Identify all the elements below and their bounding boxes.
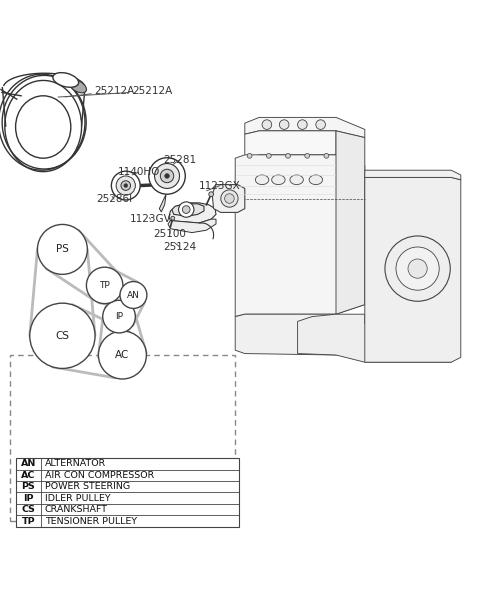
Ellipse shape: [272, 175, 285, 185]
Circle shape: [149, 158, 185, 194]
Polygon shape: [168, 219, 216, 232]
Text: 1140HO: 1140HO: [118, 167, 160, 177]
Text: IDLER PULLEY: IDLER PULLEY: [45, 494, 110, 503]
Circle shape: [165, 173, 169, 178]
Ellipse shape: [53, 73, 79, 87]
Text: AN: AN: [127, 290, 140, 300]
Ellipse shape: [69, 80, 86, 93]
Circle shape: [30, 303, 95, 368]
Circle shape: [160, 169, 174, 183]
Text: TP: TP: [99, 281, 110, 290]
Text: CS: CS: [22, 505, 35, 514]
Circle shape: [121, 181, 131, 191]
Text: CS: CS: [55, 331, 70, 341]
Circle shape: [182, 206, 190, 214]
Text: TENSIONER PULLEY: TENSIONER PULLEY: [45, 516, 137, 526]
Polygon shape: [336, 131, 365, 314]
Ellipse shape: [290, 175, 303, 185]
Text: ALTERNATOR: ALTERNATOR: [45, 460, 106, 468]
Circle shape: [266, 153, 271, 158]
Circle shape: [385, 236, 450, 301]
Text: 25281: 25281: [163, 155, 196, 165]
Circle shape: [225, 194, 234, 204]
Circle shape: [116, 176, 135, 195]
Polygon shape: [365, 170, 461, 180]
Circle shape: [286, 153, 290, 158]
Circle shape: [155, 163, 180, 188]
Text: AC: AC: [115, 350, 130, 360]
Text: TP: TP: [22, 516, 35, 526]
Polygon shape: [298, 314, 451, 362]
Text: 25212A: 25212A: [58, 86, 172, 97]
Polygon shape: [365, 178, 461, 362]
Text: AN: AN: [21, 460, 36, 468]
Text: IP: IP: [115, 312, 123, 321]
Text: 25124: 25124: [163, 242, 196, 252]
Circle shape: [209, 192, 214, 196]
Ellipse shape: [255, 175, 269, 185]
Ellipse shape: [2, 76, 86, 169]
Text: 25212A: 25212A: [65, 86, 134, 97]
Circle shape: [305, 153, 310, 158]
Circle shape: [221, 190, 238, 207]
Polygon shape: [235, 155, 365, 317]
Circle shape: [396, 247, 439, 290]
Text: AIR CON COMPRESSOR: AIR CON COMPRESSOR: [45, 471, 154, 480]
Circle shape: [179, 202, 194, 217]
Text: 25286I: 25286I: [96, 194, 132, 204]
Polygon shape: [172, 204, 204, 217]
Polygon shape: [245, 117, 365, 137]
Text: PS: PS: [56, 244, 69, 254]
Polygon shape: [212, 185, 245, 212]
Circle shape: [124, 183, 128, 188]
Circle shape: [86, 267, 123, 304]
Text: 1123GV: 1123GV: [130, 214, 171, 224]
Circle shape: [298, 120, 307, 129]
Text: 25100: 25100: [154, 228, 186, 238]
Circle shape: [408, 259, 427, 278]
Ellipse shape: [15, 96, 71, 158]
Circle shape: [316, 120, 325, 129]
Polygon shape: [245, 131, 336, 158]
Text: CRANKSHAFT: CRANKSHAFT: [45, 505, 108, 514]
Polygon shape: [169, 203, 216, 223]
Polygon shape: [159, 194, 166, 212]
Circle shape: [120, 281, 147, 309]
Circle shape: [324, 153, 329, 158]
Polygon shape: [235, 314, 365, 355]
Text: 1123GX: 1123GX: [199, 181, 241, 191]
Text: AC: AC: [21, 471, 36, 480]
Circle shape: [158, 182, 164, 188]
Circle shape: [103, 300, 135, 333]
Circle shape: [247, 153, 252, 158]
Circle shape: [171, 217, 175, 220]
Text: PS: PS: [22, 482, 35, 491]
Circle shape: [111, 171, 140, 200]
Circle shape: [37, 224, 87, 274]
Text: POWER STEERING: POWER STEERING: [45, 482, 130, 491]
Bar: [16, 458, 239, 527]
Ellipse shape: [309, 175, 323, 185]
Text: IP: IP: [23, 494, 34, 503]
Circle shape: [98, 331, 146, 379]
Circle shape: [279, 120, 289, 129]
Circle shape: [262, 120, 272, 129]
